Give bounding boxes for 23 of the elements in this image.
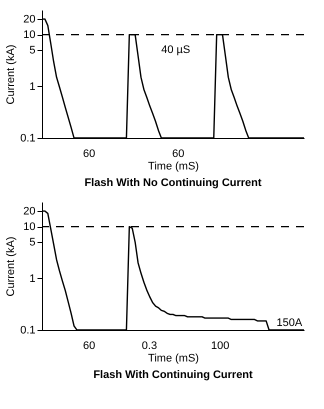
y-tick-label: 0.1 — [20, 132, 36, 144]
y-tick-label: 20 — [23, 14, 36, 26]
y-tick-label: 0.1 — [20, 324, 36, 336]
y-axis-title: Current (kA) — [5, 44, 18, 104]
text: 60 — [83, 340, 96, 352]
text: 60 — [172, 148, 184, 160]
text: Flash With No Continuing Current — [84, 177, 262, 189]
text: 0.3 — [142, 340, 158, 352]
text: Flash With Continuing Current — [93, 369, 254, 381]
text: 60 — [83, 148, 96, 160]
y-tick-label: 1 — [29, 80, 36, 93]
y-axis-title: Current (kA) — [5, 236, 18, 296]
y-tick-label: 20 — [23, 206, 36, 218]
y-tick-label: 1 — [29, 272, 36, 285]
y-tick-label: 10 — [23, 29, 36, 42]
annotation: 150A — [276, 317, 303, 329]
y-tick-label: 10 — [23, 221, 36, 234]
y-tick-label: 5 — [29, 44, 36, 57]
y-tick-label: 5 — [29, 236, 36, 249]
x-axis-title: Time (mS) — [148, 352, 199, 364]
x-axis-title: Time (mS) — [148, 160, 199, 172]
annotation: 40 µS — [161, 44, 190, 56]
text: 100 — [210, 340, 230, 352]
